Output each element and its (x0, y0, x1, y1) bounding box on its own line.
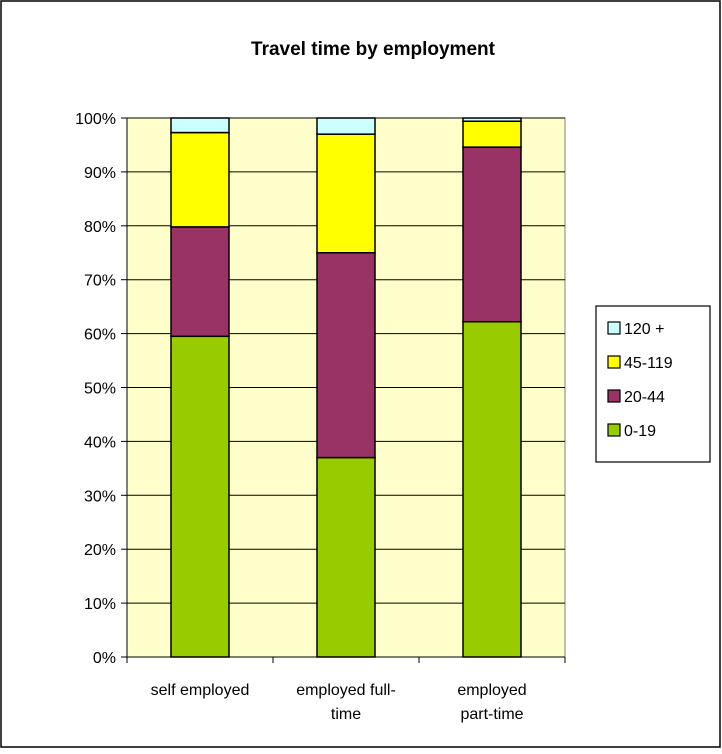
x-tick-label: self employed (151, 682, 250, 699)
y-tick-label: 30% (84, 488, 116, 505)
y-tick-label: 90% (84, 165, 116, 182)
y-tick-label: 20% (84, 542, 116, 559)
x-tick-label: part-time (460, 706, 523, 723)
legend-swatch (607, 389, 621, 403)
y-tick-label: 0% (93, 650, 116, 667)
legend: 120 + 45-119 20-44 0-19 (595, 305, 711, 463)
x-tick-label: time (331, 706, 361, 723)
bar-segment (462, 146, 522, 323)
bar-segment (170, 131, 230, 228)
y-tick-label: 100% (75, 111, 116, 128)
bar-segment (170, 335, 230, 658)
bar-segment (462, 320, 522, 658)
chart-title: Travel time by employment (251, 39, 496, 60)
bar-segment (170, 117, 230, 134)
legend-label: 45-119 (624, 355, 673, 372)
bar-segment (316, 133, 376, 254)
y-tick-label: 60% (84, 327, 116, 344)
legend-swatch (607, 355, 621, 369)
bar-segment (316, 117, 376, 135)
bar-segment (170, 226, 230, 338)
bar-segment (316, 252, 376, 459)
y-tick-label: 80% (84, 219, 116, 236)
legend-label: 20-44 (624, 389, 665, 406)
legend-swatch (607, 423, 621, 437)
y-tick-label: 40% (84, 434, 116, 451)
y-tick-label: 10% (84, 596, 116, 613)
bar-segment (462, 120, 522, 148)
y-tick-label: 70% (84, 273, 116, 290)
bar-segment (316, 456, 376, 658)
plot-area: 0% 10% 20% 30% 40% 50% 60% 70% 80% 90% 100% self em… (75, 111, 566, 723)
bar-segment (462, 117, 522, 122)
legend-label: 0-19 (624, 423, 656, 440)
x-tick-label: employed (457, 682, 526, 699)
y-tick-label: 50% (84, 381, 116, 398)
x-tick-label: employed full- (296, 682, 396, 699)
legend-label: 120 + (624, 321, 664, 338)
legend-swatch (607, 321, 621, 335)
